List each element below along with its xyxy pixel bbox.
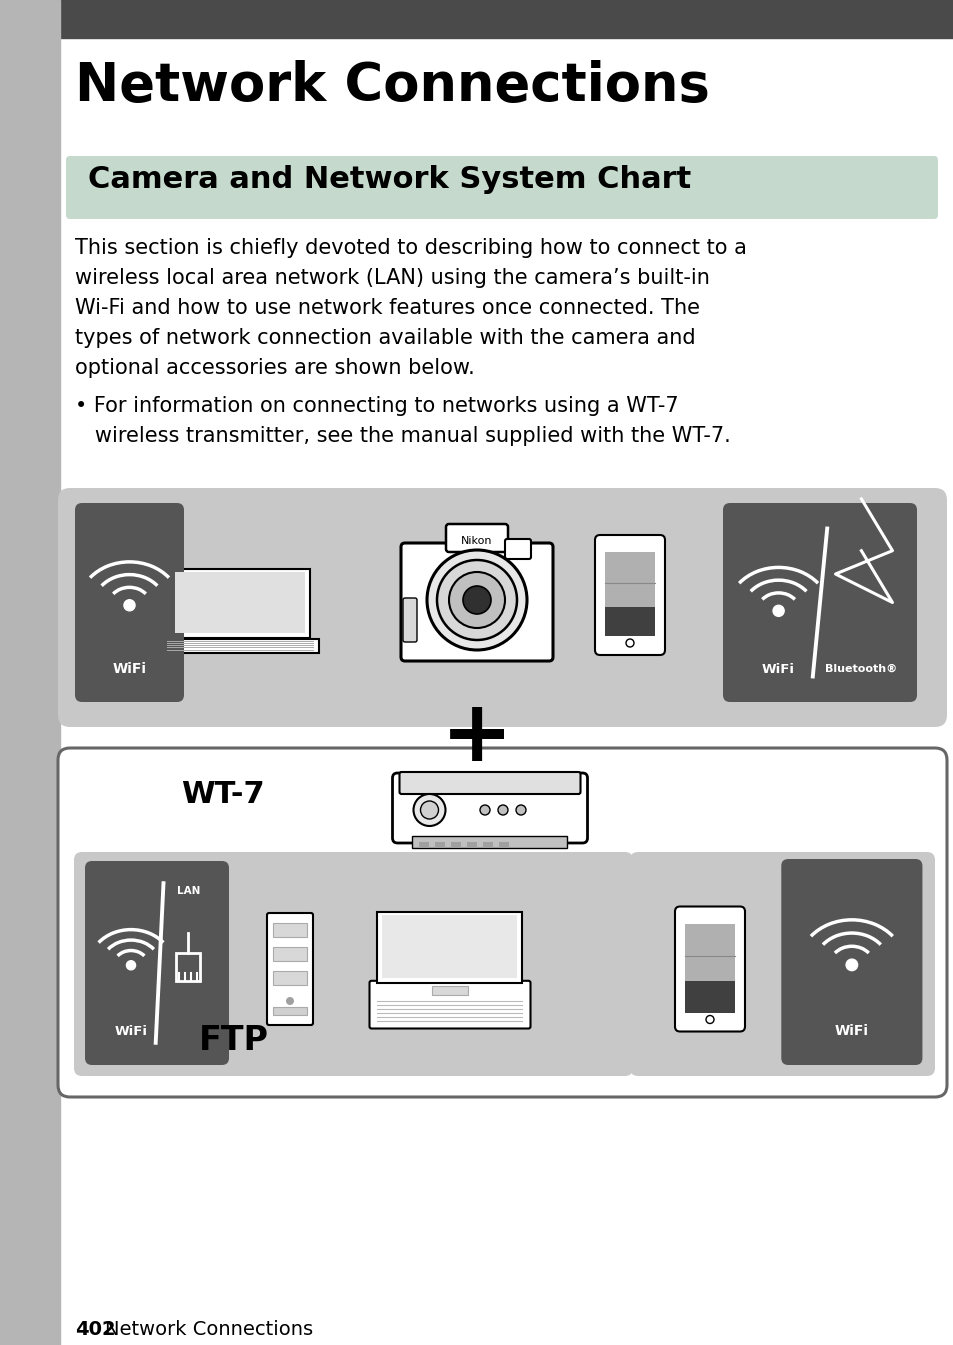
Text: Nikon: Nikon xyxy=(460,537,493,546)
FancyBboxPatch shape xyxy=(267,913,313,1025)
Bar xyxy=(483,842,493,847)
Circle shape xyxy=(286,997,294,1005)
FancyBboxPatch shape xyxy=(66,156,937,219)
FancyBboxPatch shape xyxy=(675,907,744,1032)
FancyBboxPatch shape xyxy=(58,748,946,1098)
Circle shape xyxy=(845,959,857,971)
Bar xyxy=(176,954,200,981)
FancyBboxPatch shape xyxy=(629,851,934,1076)
Bar xyxy=(273,947,307,960)
Text: FTP: FTP xyxy=(199,1025,269,1057)
FancyBboxPatch shape xyxy=(722,503,916,702)
FancyBboxPatch shape xyxy=(74,851,633,1076)
FancyBboxPatch shape xyxy=(400,543,553,660)
Bar xyxy=(604,551,655,636)
Text: types of network connection available with the camera and: types of network connection available wi… xyxy=(75,328,695,348)
Bar xyxy=(435,842,445,847)
Bar xyxy=(161,639,318,652)
Text: Network Connections: Network Connections xyxy=(75,61,709,112)
Bar xyxy=(499,842,509,847)
FancyBboxPatch shape xyxy=(85,861,229,1065)
Text: • For information on connecting to networks using a WT-7: • For information on connecting to netwo… xyxy=(75,395,678,416)
Text: 402: 402 xyxy=(75,1319,115,1340)
Circle shape xyxy=(479,806,490,815)
FancyBboxPatch shape xyxy=(369,981,530,1029)
Bar xyxy=(419,842,429,847)
Text: Network Connections: Network Connections xyxy=(105,1319,313,1340)
Text: WiFi: WiFi xyxy=(112,662,147,677)
Text: WiFi: WiFi xyxy=(114,1025,148,1038)
FancyBboxPatch shape xyxy=(399,772,579,794)
Bar xyxy=(377,912,522,983)
Circle shape xyxy=(127,960,135,970)
Text: WiFi: WiFi xyxy=(761,663,794,675)
Circle shape xyxy=(420,802,438,819)
Text: wireless transmitter, see the manual supplied with the WT-7.: wireless transmitter, see the manual sup… xyxy=(75,426,730,447)
Text: wireless local area network (LAN) using the camera’s built-in: wireless local area network (LAN) using … xyxy=(75,268,709,288)
Text: Bluetooth®: Bluetooth® xyxy=(824,664,897,674)
Circle shape xyxy=(516,806,525,815)
FancyBboxPatch shape xyxy=(392,773,587,843)
Bar xyxy=(604,551,655,607)
Bar xyxy=(273,1007,307,1015)
Circle shape xyxy=(772,605,783,616)
Circle shape xyxy=(436,560,517,640)
Bar xyxy=(273,923,307,937)
Circle shape xyxy=(449,572,504,628)
Bar xyxy=(273,971,307,985)
Bar xyxy=(684,924,734,1013)
Bar xyxy=(432,986,468,995)
Bar xyxy=(170,569,310,638)
Bar xyxy=(467,842,477,847)
Bar xyxy=(451,842,461,847)
Bar xyxy=(0,0,953,38)
Bar xyxy=(382,915,517,978)
Text: +: + xyxy=(440,695,513,779)
Text: WT-7: WT-7 xyxy=(181,780,265,808)
Circle shape xyxy=(497,806,507,815)
Text: This section is chiefly devoted to describing how to connect to a: This section is chiefly devoted to descr… xyxy=(75,238,746,258)
Text: WiFi: WiFi xyxy=(834,1024,868,1038)
Text: Camera and Network System Chart: Camera and Network System Chart xyxy=(88,165,691,194)
FancyBboxPatch shape xyxy=(504,539,531,560)
Circle shape xyxy=(124,600,135,611)
FancyBboxPatch shape xyxy=(781,859,922,1065)
FancyBboxPatch shape xyxy=(402,599,416,642)
Text: optional accessories are shown below.: optional accessories are shown below. xyxy=(75,358,475,378)
Text: LAN: LAN xyxy=(176,886,200,896)
FancyBboxPatch shape xyxy=(58,488,946,728)
Bar xyxy=(412,837,567,847)
FancyBboxPatch shape xyxy=(446,525,507,551)
Bar xyxy=(174,572,305,632)
Text: Wi-Fi and how to use network features once connected. The: Wi-Fi and how to use network features on… xyxy=(75,299,700,317)
FancyBboxPatch shape xyxy=(595,535,664,655)
Circle shape xyxy=(427,550,526,650)
Bar xyxy=(0,0,60,1345)
Bar xyxy=(684,924,734,982)
Circle shape xyxy=(462,586,491,615)
Circle shape xyxy=(413,794,445,826)
FancyBboxPatch shape xyxy=(75,503,184,702)
